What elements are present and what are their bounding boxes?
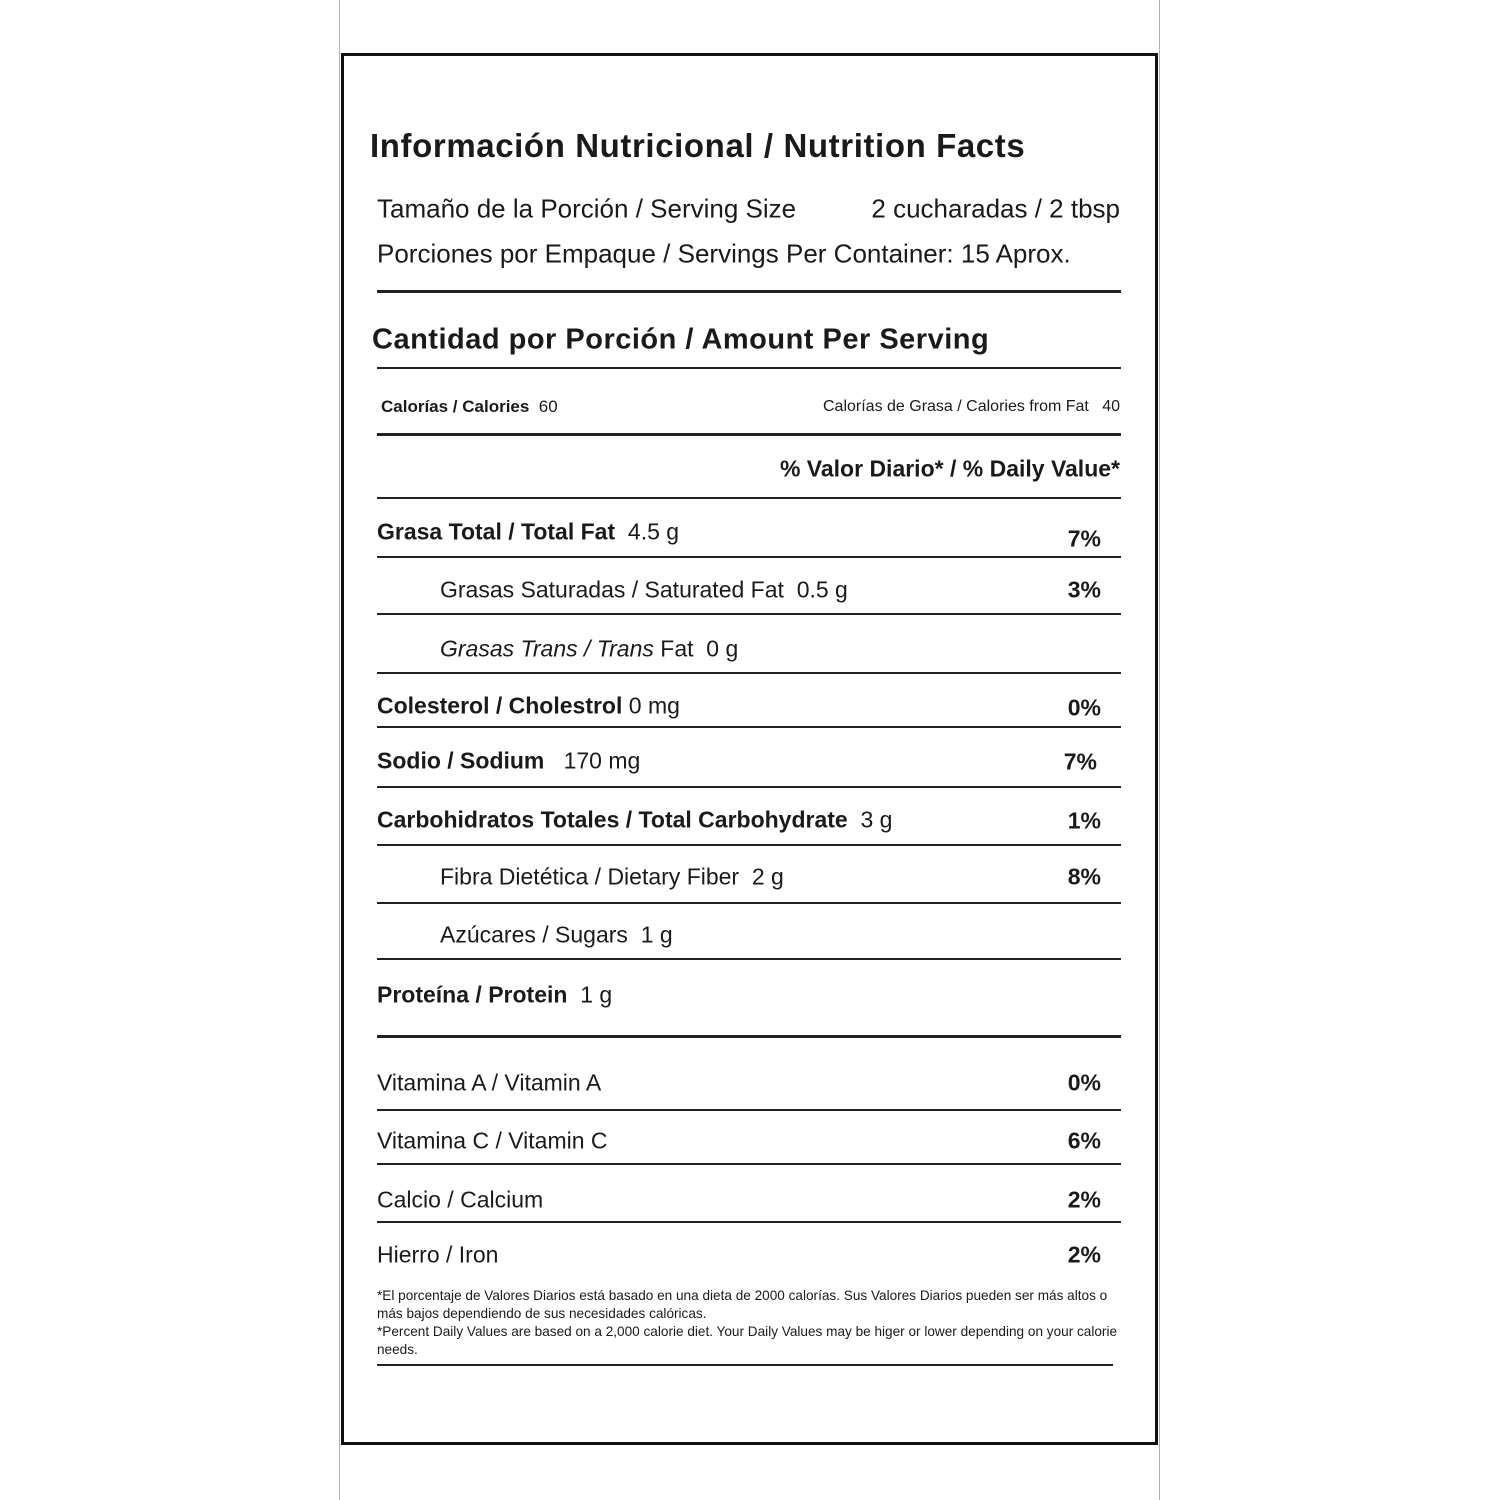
servings-per-container: Porciones por Empaque / Servings Per Con…: [377, 238, 1071, 269]
amount-per-serving-heading: Cantidad por Porción / Amount Per Servin…: [372, 323, 990, 356]
footnote-en: *Percent Daily Values are based on a 2,0…: [377, 1324, 1118, 1357]
nutrient-amount: 0.5 g: [796, 576, 848, 603]
nutrient-amount: 3 g: [860, 806, 893, 833]
vitamin-pct-c: 6%: [1067, 1127, 1101, 1154]
divider: [377, 958, 1121, 960]
nutrient-label: Fibra Dietética / Dietary Fiber: [440, 863, 740, 890]
divider: [377, 672, 1121, 674]
nutrient-pct: 3%: [1067, 576, 1101, 603]
calories-label: Calorías / Calories: [381, 397, 530, 416]
calories-from-fat-label: Calorías de Grasa / Calories from Fat: [822, 398, 1089, 415]
label-title: Información Nutricional / Nutrition Fact…: [370, 127, 1026, 164]
nutrient-label: Colesterol / Cholestrol: [377, 692, 623, 719]
nutrient-pct: 7%: [1067, 525, 1101, 552]
mineral-pct-calcium: 2%: [1067, 1186, 1101, 1213]
nutrient-row-protein: Proteína / Protein 1 g: [377, 982, 612, 1009]
divider: [377, 1163, 1121, 1165]
serving-size-value: 2 cucharadas / 2 tbsp: [871, 193, 1120, 224]
divider: [377, 1221, 1121, 1223]
nutrient-row-total-fat: Grasa Total / Total Fat 4.5 g: [377, 519, 679, 546]
nutrient-amount: 0 mg: [628, 692, 680, 719]
divider: [377, 367, 1121, 369]
divider: [377, 1364, 1113, 1366]
nutrient-row-saturated-fat: Grasas Saturadas / Saturated Fat 0.5 g: [440, 577, 848, 604]
nutrient-label: Proteína / Protein: [377, 981, 568, 1008]
calories-from-fat-value: 40: [1102, 398, 1120, 415]
nutrient-pct: 1%: [1067, 807, 1101, 834]
nutrient-amount: 1 g: [640, 921, 673, 948]
daily-value-header: % Valor Diario* / % Daily Value*: [779, 455, 1120, 482]
calories-from-fat-row: Calorías de Grasa / Calories from Fat 40: [823, 398, 1120, 416]
page-edge-right: [1159, 0, 1160, 1500]
divider: [377, 433, 1121, 436]
divider: [377, 290, 1121, 293]
page-edge-left: [339, 0, 340, 1500]
serving-size-label: Tamaño de la Porción / Serving Size: [377, 193, 797, 224]
divider: [377, 1109, 1121, 1111]
nutrient-row-sugars: Azúcares / Sugars 1 g: [440, 922, 673, 949]
label-border: [341, 53, 1158, 1445]
nutrient-amount: 0 g: [706, 635, 739, 662]
nutrient-row-sodium: Sodio / Sodium 170 mg: [377, 748, 640, 775]
calories-value: 60: [538, 397, 558, 416]
vitamin-label-a: Vitamina A / Vitamin A: [377, 1069, 602, 1096]
nutrient-label: Grasa Total / Total Fat: [377, 518, 616, 545]
nutrient-label-es: Grasas Trans /: [440, 635, 591, 662]
nutrient-amount: 170 mg: [563, 747, 641, 774]
nutrient-pct: 7%: [1063, 748, 1097, 775]
calories-row: Calorías / Calories 60: [381, 397, 558, 417]
nutrient-row-total-carbohydrate: Carbohidratos Totales / Total Carbohydra…: [377, 807, 892, 834]
divider: [377, 556, 1121, 558]
nutrient-amount: 4.5 g: [627, 518, 680, 545]
mineral-pct-iron: 2%: [1067, 1241, 1101, 1268]
divider: [377, 613, 1121, 615]
footnote-es: *El porcentaje de Valores Diarios está b…: [377, 1288, 1108, 1321]
nutrient-pct: 8%: [1067, 863, 1101, 890]
nutrient-label: Sodio / Sodium: [377, 747, 545, 774]
nutrient-label: Carbohidratos Totales / Total Carbohydra…: [377, 806, 848, 833]
nutrient-label-rest: Fat: [660, 635, 694, 662]
footnote: *El porcentaje de Valores Diarios está b…: [377, 1287, 1132, 1359]
divider: [377, 786, 1121, 788]
divider: [377, 1035, 1121, 1038]
nutrient-pct: 0%: [1067, 694, 1101, 721]
mineral-label-iron: Hierro / Iron: [377, 1241, 499, 1268]
nutrient-row-cholesterol: Colesterol / Cholestrol 0 mg: [377, 693, 680, 720]
nutrient-amount: 1 g: [580, 981, 613, 1008]
nutrient-label-en: Trans: [596, 635, 654, 662]
nutrient-row-dietary-fiber: Fibra Dietética / Dietary Fiber 2 g: [440, 864, 784, 891]
divider: [377, 844, 1121, 846]
nutrient-label: Grasas Saturadas / Saturated Fat: [440, 576, 784, 603]
vitamin-pct-a: 0%: [1067, 1069, 1101, 1096]
divider: [377, 902, 1121, 904]
vitamin-label-c: Vitamina C / Vitamin C: [377, 1127, 608, 1154]
nutrient-row-trans-fat: Grasas Trans / Trans Fat 0 g: [440, 636, 738, 663]
nutrient-label: Azúcares / Sugars: [440, 921, 628, 948]
nutrient-amount: 2 g: [751, 863, 784, 890]
divider: [377, 726, 1121, 728]
divider: [377, 497, 1121, 499]
mineral-label-calcium: Calcio / Calcium: [377, 1186, 544, 1213]
